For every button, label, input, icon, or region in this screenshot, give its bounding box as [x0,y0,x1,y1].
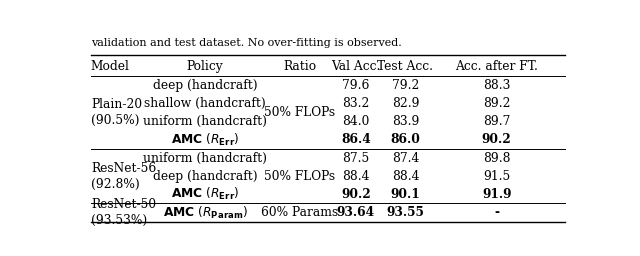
Text: shallow (handcraft): shallow (handcraft) [144,97,266,110]
Text: 90.1: 90.1 [390,188,420,201]
Text: 82.9: 82.9 [392,97,419,110]
Text: 50% FLOPs: 50% FLOPs [264,170,335,183]
Text: 83.2: 83.2 [342,97,369,110]
Text: Acc. after FT.: Acc. after FT. [455,60,538,73]
Text: 79.6: 79.6 [342,79,369,92]
Text: deep (handcraft): deep (handcraft) [153,170,257,183]
Text: validation and test dataset. No over-fitting is observed.: validation and test dataset. No over-fit… [91,38,402,48]
Text: 89.8: 89.8 [483,152,510,165]
Text: 93.55: 93.55 [387,206,424,219]
Text: 91.5: 91.5 [483,170,510,183]
Text: 79.2: 79.2 [392,79,419,92]
Text: Test Acc.: Test Acc. [378,60,433,73]
Text: 93.64: 93.64 [337,206,375,219]
Text: deep (handcraft): deep (handcraft) [153,79,257,92]
Text: $\mathbf{AMC}\ (R_{\mathbf{Err}})$: $\mathbf{AMC}\ (R_{\mathbf{Err}})$ [171,186,239,202]
Text: 88.4: 88.4 [392,170,419,183]
Text: 60% Params: 60% Params [261,206,339,219]
Text: 86.0: 86.0 [390,133,420,146]
Text: ResNet-56
(92.8%): ResNet-56 (92.8%) [91,162,156,191]
Text: uniform (handcraft): uniform (handcraft) [143,152,267,165]
Text: $\mathbf{AMC}\ (R_{\mathbf{Err}})$: $\mathbf{AMC}\ (R_{\mathbf{Err}})$ [171,132,239,148]
Text: uniform (handcraft): uniform (handcraft) [143,115,267,128]
Text: 89.7: 89.7 [483,115,510,128]
Text: 50% FLOPs: 50% FLOPs [264,106,335,119]
Text: 84.0: 84.0 [342,115,369,128]
Text: 90.2: 90.2 [341,188,371,201]
Text: Ratio: Ratio [283,60,316,73]
Text: 88.3: 88.3 [483,79,510,92]
Text: 90.2: 90.2 [482,133,511,146]
Text: $\mathbf{AMC}\ (R_{\mathbf{Param}})$: $\mathbf{AMC}\ (R_{\mathbf{Param}})$ [163,204,248,220]
Text: Policy: Policy [187,60,223,73]
Text: 89.2: 89.2 [483,97,510,110]
Text: -: - [494,206,499,219]
Text: 86.4: 86.4 [341,133,371,146]
Text: 87.4: 87.4 [392,152,419,165]
Text: 83.9: 83.9 [392,115,419,128]
Text: ResNet-50
(93.53%): ResNet-50 (93.53%) [91,198,156,227]
Text: 88.4: 88.4 [342,170,369,183]
Text: Plain-20
(90.5%): Plain-20 (90.5%) [91,98,142,127]
Text: Val Acc.: Val Acc. [331,60,380,73]
Text: Model: Model [91,60,130,73]
Text: 91.9: 91.9 [482,188,511,201]
Text: 87.5: 87.5 [342,152,369,165]
